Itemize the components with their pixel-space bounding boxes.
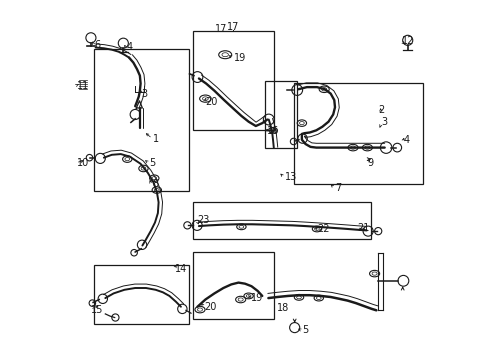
- Text: 4: 4: [403, 135, 410, 145]
- Bar: [193, 202, 371, 239]
- Text: 17: 17: [227, 22, 240, 32]
- Text: 16: 16: [267, 126, 279, 136]
- Text: 22: 22: [317, 224, 329, 234]
- Text: 2: 2: [379, 105, 385, 115]
- Text: 5: 5: [303, 325, 309, 336]
- Text: 3: 3: [382, 117, 388, 127]
- Bar: [94, 265, 189, 324]
- Bar: [265, 81, 297, 148]
- Text: 19: 19: [233, 53, 245, 63]
- Text: 5: 5: [149, 158, 156, 168]
- Bar: [94, 49, 189, 191]
- Bar: [193, 31, 274, 130]
- Text: 3: 3: [142, 89, 148, 99]
- Text: 8: 8: [152, 179, 158, 189]
- Text: 23: 23: [197, 215, 210, 225]
- Text: 20: 20: [205, 96, 218, 107]
- Text: 19: 19: [251, 293, 263, 303]
- Text: 10: 10: [76, 158, 89, 168]
- Text: 6: 6: [95, 40, 100, 50]
- Text: 18: 18: [277, 303, 290, 313]
- Text: 13: 13: [285, 172, 297, 182]
- Text: 9: 9: [368, 158, 373, 168]
- Text: 12: 12: [402, 36, 414, 46]
- Text: 20: 20: [205, 302, 217, 312]
- Bar: [294, 83, 423, 184]
- Bar: [193, 252, 274, 319]
- Text: 21: 21: [357, 222, 369, 233]
- Text: 15: 15: [91, 305, 103, 315]
- Text: 4: 4: [127, 42, 133, 52]
- Text: 7: 7: [335, 183, 341, 193]
- Text: 17: 17: [216, 24, 228, 34]
- Text: 14: 14: [175, 264, 187, 274]
- Text: 11: 11: [76, 81, 89, 91]
- Text: 1: 1: [152, 134, 159, 144]
